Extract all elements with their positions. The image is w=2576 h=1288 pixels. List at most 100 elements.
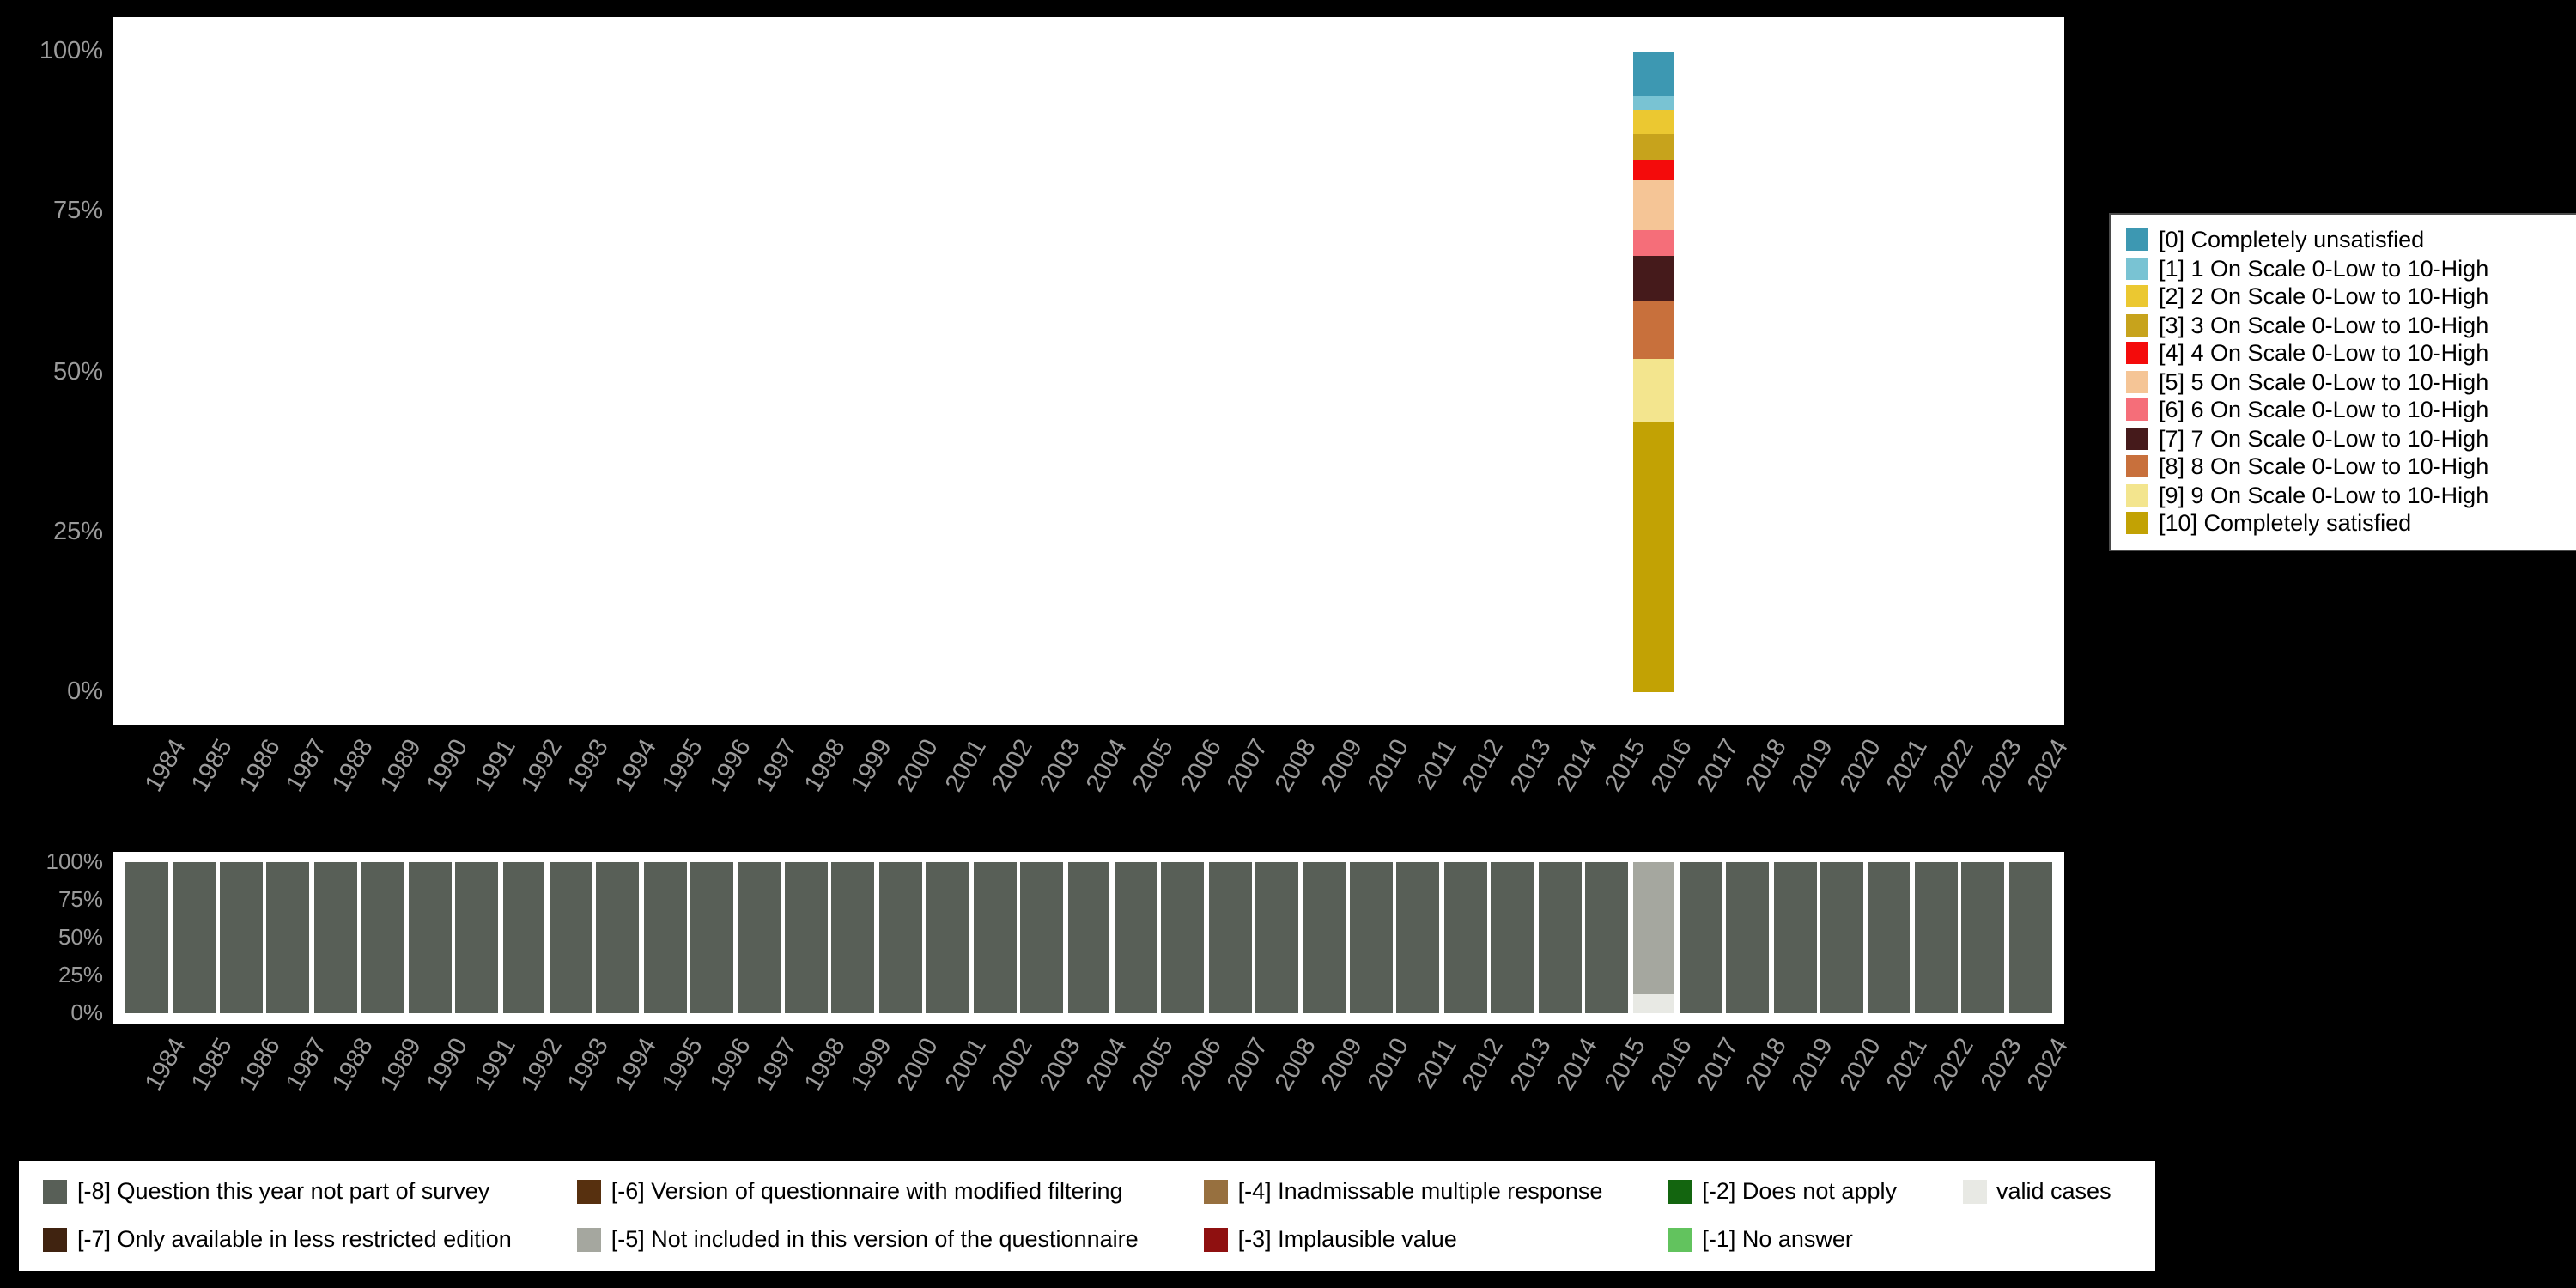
bar-segment[interactable] bbox=[1255, 862, 1299, 1013]
legend-label: [-7] Only available in less restricted e… bbox=[77, 1226, 512, 1253]
bar-segment[interactable] bbox=[1868, 862, 1911, 1013]
bar-segment[interactable] bbox=[643, 862, 687, 1013]
bar-segment[interactable] bbox=[1632, 134, 1675, 161]
bar-segment[interactable] bbox=[596, 862, 640, 1013]
bar-segment[interactable] bbox=[1632, 160, 1675, 180]
bar-segment[interactable] bbox=[125, 862, 169, 1013]
legend-label: valid cases bbox=[1996, 1178, 2111, 1205]
bar-segment[interactable] bbox=[1538, 862, 1582, 1013]
legend-label: [7] 7 On Scale 0-Low to 10-High bbox=[2159, 425, 2489, 451]
bar-segment[interactable] bbox=[690, 862, 734, 1013]
bar-segment[interactable] bbox=[1915, 862, 1958, 1013]
bar-segment[interactable] bbox=[1679, 862, 1722, 1013]
legend-label: [6] 6 On Scale 0-Low to 10-High bbox=[2159, 397, 2489, 422]
legend-item: [-8] Question this year not part of surv… bbox=[43, 1179, 512, 1206]
bar-segment[interactable] bbox=[1585, 862, 1628, 1013]
answer-scale-legend: [0] Completely unsatisfied [1] 1 On Scale… bbox=[2109, 213, 2576, 550]
legend-label: [-8] Question this year not part of surv… bbox=[77, 1178, 490, 1205]
bar-segment[interactable] bbox=[1491, 862, 1534, 1013]
bar-segment[interactable] bbox=[878, 862, 922, 1013]
bar-segment[interactable] bbox=[1961, 862, 2005, 1013]
legend-item: [-6] Version of questionnaire with modif… bbox=[576, 1178, 1139, 1206]
bar-segment[interactable] bbox=[785, 862, 828, 1013]
bar-segment[interactable] bbox=[1020, 862, 1064, 1013]
bar-segment[interactable] bbox=[220, 862, 263, 1013]
bar-segment[interactable] bbox=[831, 862, 875, 1013]
bar-segment[interactable] bbox=[1350, 862, 1393, 1013]
bar-segment[interactable] bbox=[1632, 301, 1675, 360]
legend-item: [9] 9 On Scale 0-Low to 10-High bbox=[2126, 482, 2576, 508]
legend-color-swatch bbox=[1203, 1228, 1228, 1252]
bar-segment[interactable] bbox=[1820, 862, 1864, 1013]
bar-segment[interactable] bbox=[1067, 862, 1110, 1013]
legend-item: [-4] Inadmissable multiple response bbox=[1203, 1179, 1602, 1206]
bar-segment[interactable] bbox=[1632, 862, 1675, 994]
bar-segment[interactable] bbox=[266, 862, 310, 1013]
bar-segment[interactable] bbox=[1161, 862, 1205, 1013]
bar-segment[interactable] bbox=[1632, 52, 1675, 97]
legend-color-swatch bbox=[1203, 1180, 1228, 1204]
y-tick-label: 75% bbox=[58, 886, 103, 912]
y-tick-label: 100% bbox=[46, 848, 104, 874]
legend-label: [0] Completely unsatisfied bbox=[2159, 227, 2425, 252]
bar-segment[interactable] bbox=[1726, 862, 1770, 1013]
bar-segment[interactable] bbox=[502, 862, 545, 1013]
legend-color-swatch bbox=[43, 1228, 67, 1252]
bar-segment[interactable] bbox=[1632, 109, 1675, 135]
legend-label: [4] 4 On Scale 0-Low to 10-High bbox=[2159, 340, 2489, 366]
bar-segment[interactable] bbox=[361, 862, 404, 1013]
legend-item: [3] 3 On Scale 0-Low to 10-High bbox=[2126, 312, 2576, 338]
bar-segment[interactable] bbox=[1773, 862, 1817, 1013]
bar-segment[interactable] bbox=[1632, 256, 1675, 301]
legend-color-swatch bbox=[1668, 1228, 1692, 1252]
bar-segment[interactable] bbox=[173, 862, 216, 1013]
legend-label: [10] Completely satisfied bbox=[2159, 510, 2412, 536]
bar-segment[interactable] bbox=[2008, 862, 2052, 1013]
y-tick-label: 50% bbox=[52, 358, 103, 386]
legend-item: [10] Completely satisfied bbox=[2126, 510, 2576, 537]
legend-label: [1] 1 On Scale 0-Low to 10-High bbox=[2159, 255, 2489, 281]
y-tick-label: 100% bbox=[39, 38, 103, 65]
legend-item: [2] 2 On Scale 0-Low to 10-High bbox=[2126, 283, 2576, 310]
legend-item: [-1] No answer bbox=[1668, 1227, 1897, 1254]
bar-segment[interactable] bbox=[1632, 359, 1675, 423]
bar-segment[interactable] bbox=[408, 862, 452, 1013]
legend-color-swatch bbox=[576, 1228, 601, 1252]
legend-color-swatch bbox=[1962, 1180, 1986, 1204]
bar-segment[interactable] bbox=[1632, 422, 1675, 692]
bar-segment[interactable] bbox=[1632, 96, 1675, 110]
bar-segment[interactable] bbox=[313, 862, 357, 1013]
bar-segment[interactable] bbox=[1208, 862, 1252, 1013]
legend-item: valid cases bbox=[1962, 1179, 2111, 1206]
legend-color-swatch bbox=[2126, 313, 2148, 337]
legend-label: [2] 2 On Scale 0-Low to 10-High bbox=[2159, 283, 2489, 309]
bar-segment[interactable] bbox=[1396, 862, 1440, 1013]
bar-segment[interactable] bbox=[973, 862, 1017, 1013]
legend-color-swatch bbox=[2126, 398, 2148, 422]
bar-segment[interactable] bbox=[455, 862, 499, 1013]
bar-segment[interactable] bbox=[1114, 862, 1157, 1013]
bar-segment[interactable] bbox=[1632, 993, 1675, 1013]
bar-segment[interactable] bbox=[926, 862, 969, 1013]
legend-color-swatch bbox=[2126, 512, 2148, 535]
legend-label: [-3] Implausible value bbox=[1237, 1226, 1457, 1253]
y-tick-label: 0% bbox=[70, 999, 103, 1025]
bar-segment[interactable] bbox=[1443, 862, 1487, 1013]
bar-segment[interactable] bbox=[1632, 179, 1675, 231]
legend-color-swatch bbox=[2126, 285, 2148, 308]
bar-segment[interactable] bbox=[549, 862, 592, 1013]
legend-label: [9] 9 On Scale 0-Low to 10-High bbox=[2159, 482, 2489, 507]
legend-label: [-6] Version of questionnaire with modif… bbox=[611, 1178, 1123, 1205]
legend-item: [8] 8 On Scale 0-Low to 10-High bbox=[2126, 453, 2576, 480]
legend-color-swatch bbox=[2126, 427, 2148, 450]
bar-segment[interactable] bbox=[1303, 862, 1346, 1013]
legend-color-swatch bbox=[2126, 455, 2148, 478]
bar-segment[interactable] bbox=[1632, 230, 1675, 257]
legend-item: [-2] Does not apply bbox=[1668, 1179, 1897, 1206]
legend-label: [3] 3 On Scale 0-Low to 10-High bbox=[2159, 312, 2489, 337]
legend-label: [-1] No answer bbox=[1702, 1226, 1853, 1253]
y-tick-label: 0% bbox=[67, 678, 103, 706]
y-tick-label: 50% bbox=[58, 924, 103, 950]
bar-segment[interactable] bbox=[738, 862, 781, 1013]
legend-item: [-7] Only available in less restricted e… bbox=[43, 1227, 512, 1254]
